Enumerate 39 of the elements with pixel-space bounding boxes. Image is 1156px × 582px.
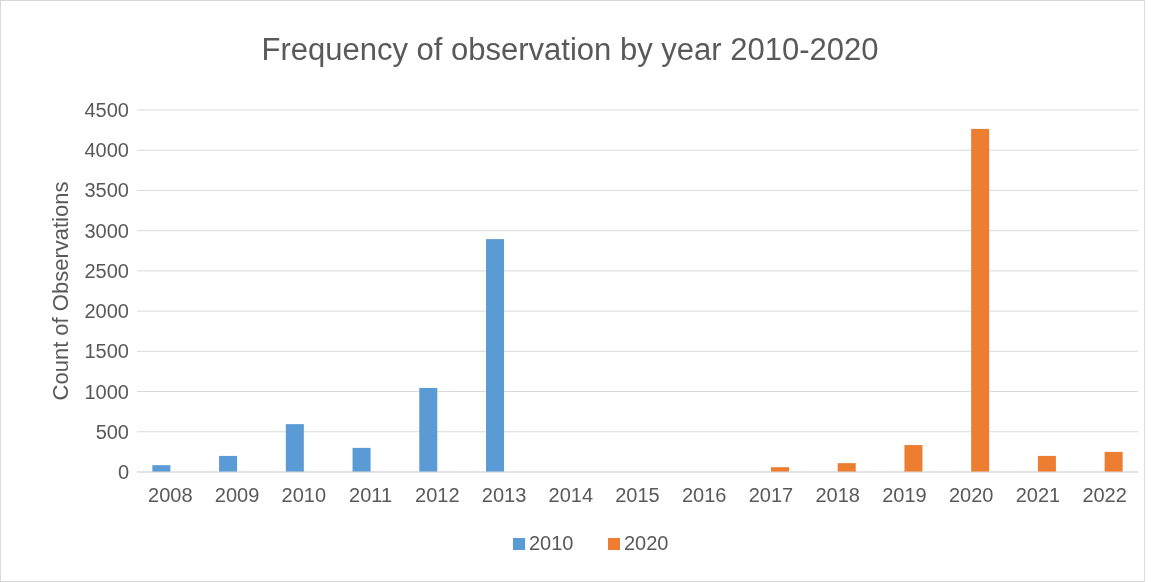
y-tick-label: 4500 (84, 99, 129, 121)
x-tick-label: 2020 (948, 484, 994, 506)
y-tick-label: 0 (117, 461, 129, 483)
x-tick-label: 2017 (748, 484, 794, 506)
x-tick-label: 2011 (349, 484, 393, 506)
bar (285, 424, 304, 472)
legend-label: 2010 (529, 532, 574, 554)
bar (352, 447, 371, 472)
bar (971, 128, 990, 472)
bar (837, 463, 856, 472)
bar (904, 445, 923, 472)
y-tick-label: 4000 (84, 139, 129, 162)
chart-title: Frequency of observation by year 2010-2020 (261, 32, 879, 67)
y-tick-label: 3500 (84, 179, 129, 202)
x-tick-label: 2009 (214, 484, 260, 506)
x-tick-label: 2022 (1082, 484, 1127, 506)
x-tick-label: 2016 (681, 484, 727, 506)
y-tick-label: 3000 (84, 219, 129, 242)
y-tick-label: 2000 (84, 300, 129, 323)
x-tick-label: 2010 (281, 484, 327, 506)
x-tick-label: 2018 (815, 484, 860, 506)
y-axis-title: Count of Observations (48, 181, 73, 401)
bar (419, 387, 438, 472)
y-tick-label: 2500 (84, 259, 129, 282)
x-tick-label: 2013 (481, 484, 527, 506)
y-tick-label: 1500 (84, 340, 129, 363)
bar (1104, 451, 1123, 472)
y-tick-label: 1000 (84, 380, 129, 403)
x-tick-label: 2019 (882, 484, 927, 506)
x-tick-label: 2012 (415, 484, 460, 506)
x-tick-label: 2015 (615, 484, 660, 506)
bar (486, 239, 505, 472)
bar (219, 455, 238, 472)
y-tick-label: 500 (95, 420, 129, 443)
legend-label: 2020 (624, 532, 669, 554)
x-tick-label: 2008 (148, 484, 193, 506)
x-tick-label: 2014 (548, 484, 594, 506)
bar (1037, 455, 1056, 472)
x-tick-label: 2021 (1015, 484, 1061, 506)
